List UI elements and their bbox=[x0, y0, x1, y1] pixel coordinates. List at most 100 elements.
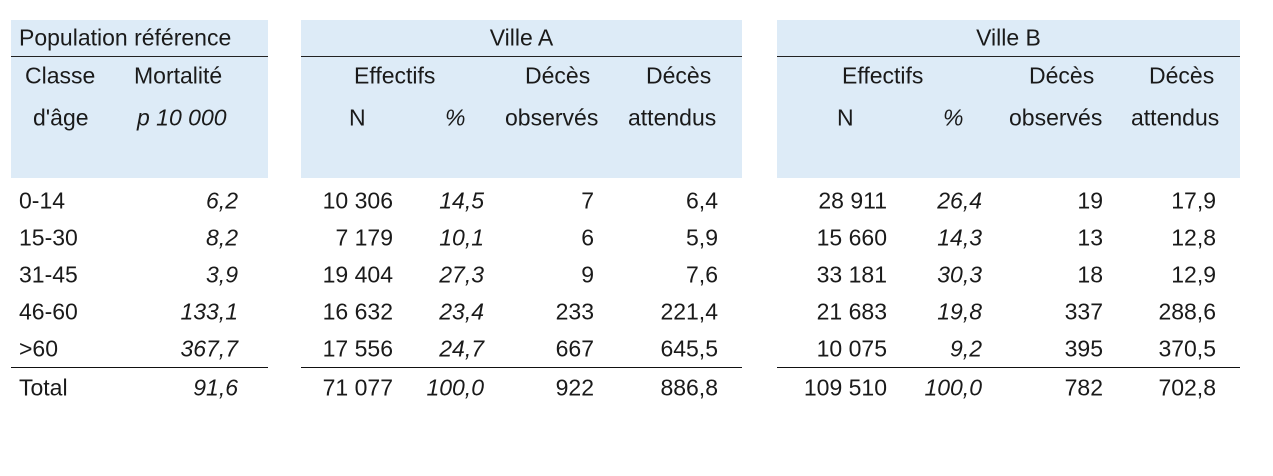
expected-deaths: 288,6 bbox=[1158, 298, 1216, 324]
ville-a-table: Ville A Effectifs Décès Décès N % observ… bbox=[301, 20, 742, 407]
table-row: 31-45 3,9 bbox=[11, 256, 268, 293]
ville-a-title-row: Ville A bbox=[301, 20, 742, 57]
table-row: 16 632 23,4 233 221,4 bbox=[301, 293, 742, 330]
observed-deaths: 667 bbox=[555, 335, 594, 361]
ville-b-blank-row bbox=[777, 142, 1240, 178]
ville-b-header-row-2: N % observés attendus bbox=[777, 94, 1240, 142]
n-value: 19 404 bbox=[322, 261, 393, 287]
age-class: 46-60 bbox=[19, 298, 78, 324]
reference-header-row-1: Classe Mortalité bbox=[11, 57, 268, 94]
reference-header-row-2: d'âge p 10 000 bbox=[11, 94, 268, 142]
mortality-rate: 367,7 bbox=[180, 335, 238, 361]
reference-title-row: Population référence bbox=[11, 20, 268, 57]
age-class: 15-30 bbox=[19, 224, 78, 250]
observed-deaths: 337 bbox=[1064, 298, 1103, 324]
pct-value: 19,8 bbox=[937, 298, 982, 324]
total-observed: 782 bbox=[1064, 374, 1103, 400]
n-value: 28 911 bbox=[818, 187, 887, 213]
mortality-rate: 6,2 bbox=[206, 187, 238, 213]
ville-b-title: Ville B bbox=[976, 24, 1041, 51]
ville-a-blank-row bbox=[301, 142, 742, 178]
pct-value: 23,4 bbox=[439, 298, 484, 324]
ville-a-header-row-2: N % observés attendus bbox=[301, 94, 742, 142]
n-value: 33 181 bbox=[816, 261, 887, 287]
total-expected: 886,8 bbox=[660, 374, 718, 400]
table-row: 10 075 9,2 395 370,5 bbox=[777, 330, 1240, 367]
observed-deaths: 9 bbox=[581, 261, 594, 287]
total-pct: 100,0 bbox=[924, 374, 982, 400]
pct-value: 9,2 bbox=[950, 335, 982, 361]
pct-header: % bbox=[445, 104, 466, 131]
table-row: 19 404 27,3 9 7,6 bbox=[301, 256, 742, 293]
pct-value: 30,3 bbox=[937, 261, 982, 287]
n-value: 21 683 bbox=[816, 298, 887, 324]
n-header: N bbox=[837, 104, 854, 131]
age-class: >60 bbox=[19, 335, 59, 361]
table-row: 0-14 6,2 bbox=[11, 182, 268, 219]
table-row: 17 556 24,7 667 645,5 bbox=[301, 330, 742, 367]
deces-attendus-header: Décès bbox=[646, 62, 712, 88]
total-row: 71 077 100,0 922 886,8 bbox=[301, 367, 742, 407]
total-expected: 702,8 bbox=[1158, 374, 1216, 400]
expected-deaths: 5,9 bbox=[686, 224, 718, 250]
n-value: 10 075 bbox=[816, 335, 887, 361]
effectifs-header: Effectifs bbox=[354, 62, 436, 88]
age-class: 0-14 bbox=[19, 187, 66, 213]
pct-value: 24,7 bbox=[439, 335, 484, 361]
table-row: 28 911 26,4 19 17,9 bbox=[777, 182, 1240, 219]
expected-deaths: 370,5 bbox=[1158, 335, 1216, 361]
pct-value: 27,3 bbox=[439, 261, 484, 287]
age-class: 31-45 bbox=[19, 261, 78, 287]
n-value: 17 556 bbox=[322, 335, 393, 361]
n-value: 16 632 bbox=[322, 298, 393, 324]
col-age-header: Classe bbox=[25, 62, 96, 88]
n-value: 7 179 bbox=[335, 224, 393, 250]
observed-deaths: 233 bbox=[555, 298, 594, 324]
total-label: Total bbox=[19, 374, 68, 400]
pct-value: 14,3 bbox=[937, 224, 982, 250]
attendus-header: attendus bbox=[1131, 104, 1220, 131]
observed-deaths: 18 bbox=[1077, 261, 1103, 287]
effectifs-header: Effectifs bbox=[842, 62, 924, 88]
table-row: 21 683 19,8 337 288,6 bbox=[777, 293, 1240, 330]
table-row: >60 367,7 bbox=[11, 330, 268, 367]
observed-deaths: 7 bbox=[581, 187, 594, 213]
table-row: 33 181 30,3 18 12,9 bbox=[777, 256, 1240, 293]
ville-a-title: Ville A bbox=[489, 24, 554, 51]
total-n: 71 077 bbox=[322, 374, 393, 400]
pct-header: % bbox=[943, 104, 964, 131]
attendus-header: attendus bbox=[628, 104, 717, 131]
expected-deaths: 17,9 bbox=[1171, 187, 1216, 213]
mortality-rate: 3,9 bbox=[206, 261, 238, 287]
total-row: 109 510 100,0 782 702,8 bbox=[777, 367, 1240, 407]
observed-deaths: 6 bbox=[581, 224, 594, 250]
col-mortality-subheader: p 10 000 bbox=[137, 104, 227, 131]
total-mortality: 91,6 bbox=[193, 374, 238, 400]
observed-deaths: 13 bbox=[1077, 224, 1103, 250]
ville-b-header-row-1: Effectifs Décès Décès bbox=[777, 57, 1240, 94]
observed-deaths: 19 bbox=[1077, 187, 1103, 213]
expected-deaths: 12,9 bbox=[1171, 261, 1216, 287]
pct-value: 26,4 bbox=[937, 187, 982, 213]
total-pct: 100,0 bbox=[426, 374, 484, 400]
reference-title: Population référence bbox=[19, 24, 232, 51]
pct-value: 10,1 bbox=[439, 224, 484, 250]
expected-deaths: 6,4 bbox=[686, 187, 718, 213]
expected-deaths: 221,4 bbox=[660, 298, 718, 324]
total-row: Total 91,6 bbox=[11, 367, 268, 407]
deces-attendus-header: Décès bbox=[1149, 62, 1215, 88]
expected-deaths: 12,8 bbox=[1171, 224, 1216, 250]
mortality-rate: 8,2 bbox=[206, 224, 238, 250]
n-value: 15 660 bbox=[816, 224, 887, 250]
n-header: N bbox=[349, 104, 366, 131]
total-observed: 922 bbox=[555, 374, 594, 400]
observed-deaths: 395 bbox=[1064, 335, 1103, 361]
table-row: 15 660 14,3 13 12,8 bbox=[777, 219, 1240, 256]
ville-b-table: Ville B Effectifs Décès Décès N % observ… bbox=[777, 20, 1240, 407]
table-row: 10 306 14,5 7 6,4 bbox=[301, 182, 742, 219]
reference-table: Population référence Classe Mortalité d'… bbox=[11, 20, 268, 407]
table-row: 15-30 8,2 bbox=[11, 219, 268, 256]
ville-a-header-row-1: Effectifs Décès Décès bbox=[301, 57, 742, 94]
pct-value: 14,5 bbox=[439, 187, 484, 213]
col-age-subheader: d'âge bbox=[33, 104, 89, 131]
